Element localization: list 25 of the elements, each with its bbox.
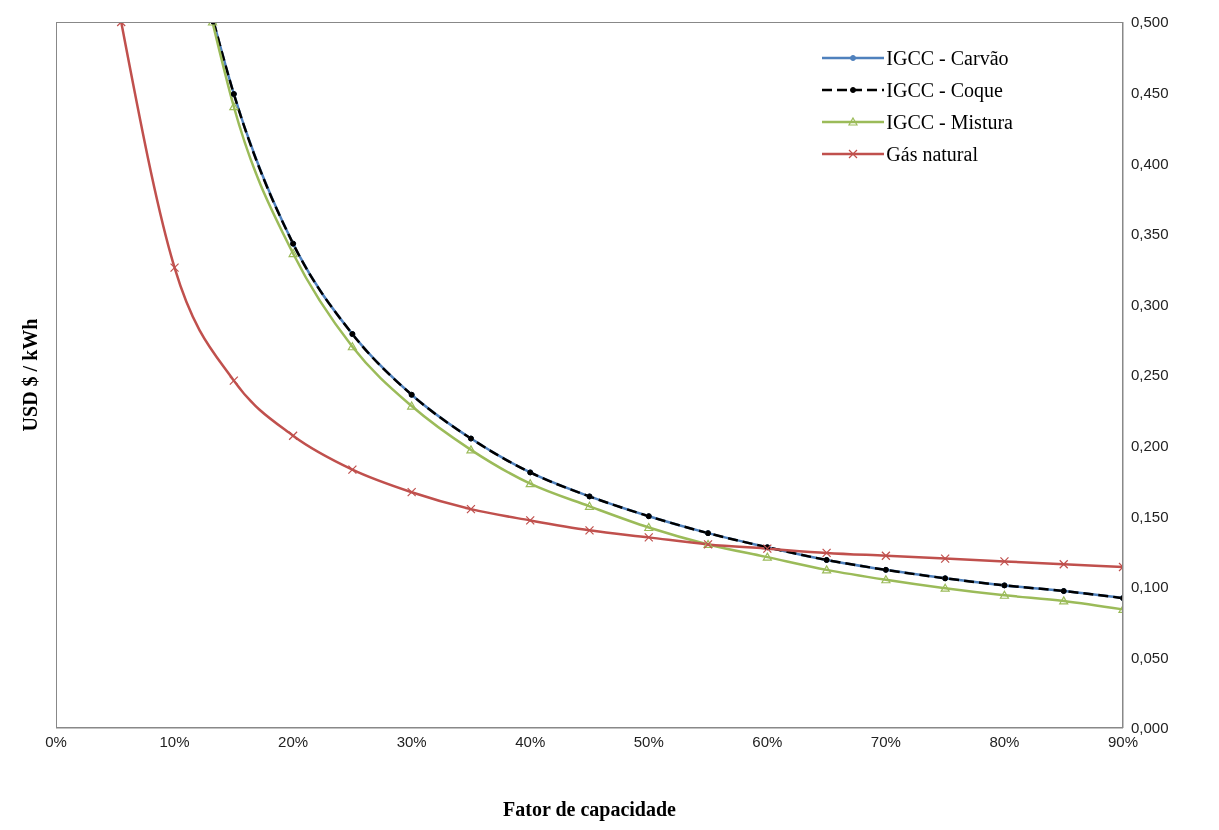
x-tick-label: 50%: [633, 732, 664, 750]
x-tick-label: 80%: [989, 732, 1020, 750]
x-tick-label: 30%: [396, 732, 427, 750]
y-tick-label: 0,250: [1131, 366, 1169, 384]
y-tick-label: 0,400: [1131, 154, 1169, 172]
x-tick-label: 60%: [752, 732, 783, 750]
legend-label: IGCC - Mistura: [886, 110, 1013, 135]
y-tick-label: 0,450: [1131, 83, 1169, 101]
y-tick-label: 0,100: [1131, 578, 1169, 596]
y-tick-label: 0,300: [1131, 295, 1169, 313]
legend-label: Gás natural: [886, 142, 978, 167]
y-tick-label: 0,200: [1131, 436, 1169, 454]
x-tick-label: 0%: [45, 732, 67, 750]
legend-label: IGCC - Coque: [886, 78, 1003, 104]
x-tick-label: 40%: [515, 732, 546, 750]
y-tick-label: 0,500: [1131, 13, 1169, 31]
y-tick-label: 0,050: [1131, 648, 1169, 666]
y-axis-title: USD $ / kWh: [18, 318, 42, 432]
x-tick-label: 10%: [159, 732, 190, 750]
x-tick-label: 70%: [870, 732, 901, 750]
y-tick-label: 0,350: [1131, 225, 1169, 243]
x-tick-label: 20%: [278, 732, 309, 750]
legend-label: IGCC - Carvão: [886, 46, 1009, 71]
y-tick-label: 0,150: [1131, 507, 1169, 525]
x-axis-title: Fator de capacidade: [502, 798, 677, 821]
